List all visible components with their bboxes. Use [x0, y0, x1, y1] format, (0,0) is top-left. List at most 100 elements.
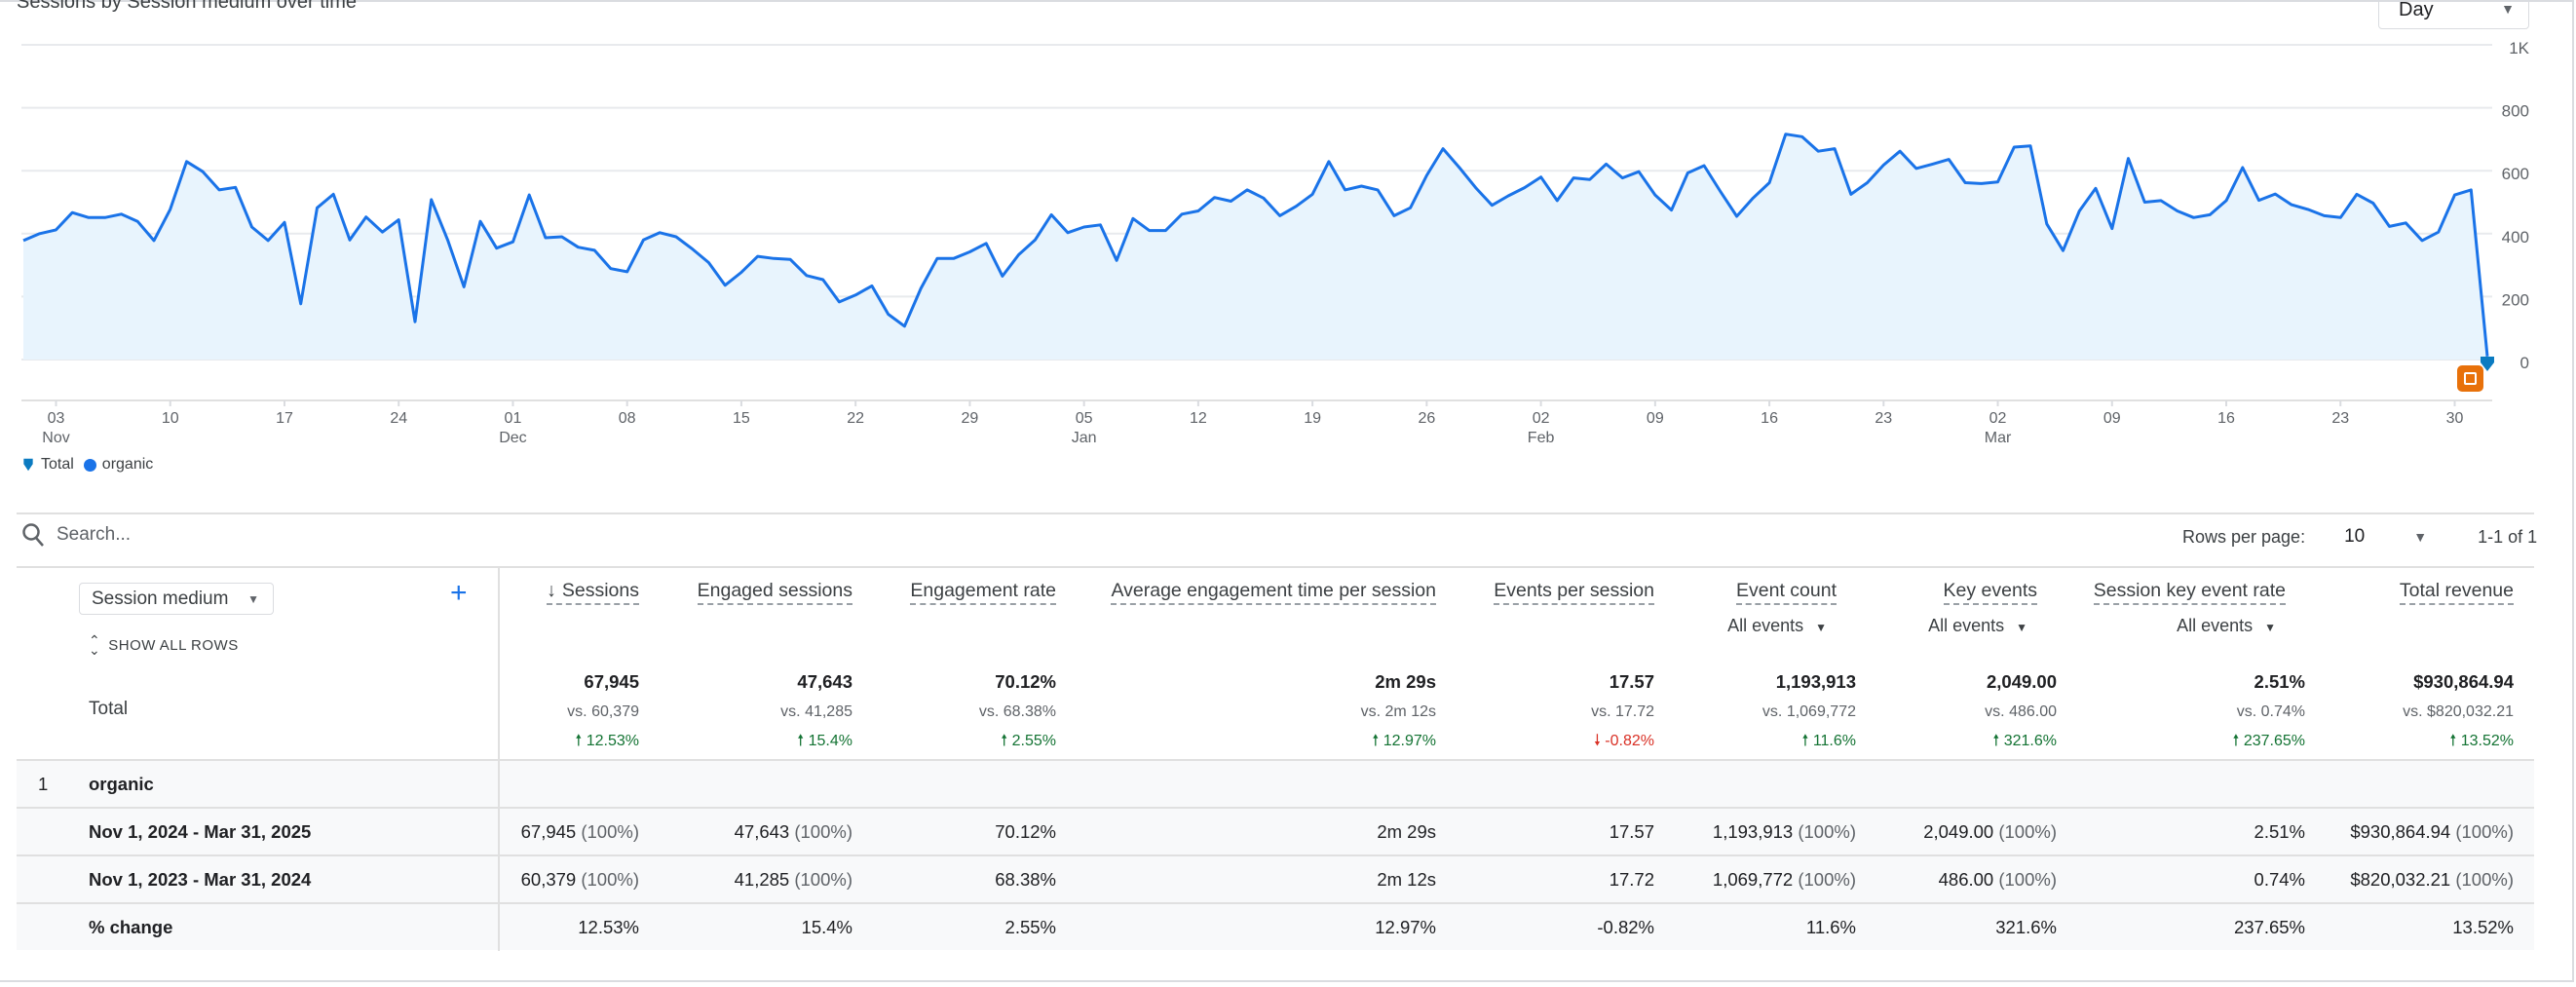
change-value: 🠕 321.6%: [1992, 730, 2057, 756]
change-value: 🠕 2.55%: [1001, 730, 1056, 756]
total-value: 2,049.00: [1986, 671, 2057, 692]
change-percent: 321.6%: [2003, 733, 2057, 749]
column-header[interactable]: Event count: [1736, 580, 1837, 605]
x-tick-label: 17: [276, 410, 293, 427]
x-tick-label: 02: [1989, 410, 2007, 427]
cell-value: -0.82%: [1597, 917, 1654, 937]
chevron-down-icon: ▼: [1815, 621, 1827, 634]
x-tick-month-label: Dec: [499, 430, 526, 446]
comparison-value: vs. 41,285: [780, 703, 852, 720]
x-tick-label: 01: [505, 410, 522, 427]
event-filter-dropdown[interactable]: All events ▼: [1727, 616, 1827, 636]
show-all-rows-button[interactable]: ⌃ ⌄ SHOW ALL ROWS: [89, 632, 239, 658]
total-label: Total: [89, 699, 129, 719]
cell-value: 68.38%: [995, 869, 1056, 890]
granularity-dropdown[interactable]: Day ▼: [2378, 0, 2529, 29]
column-header-label: Engagement rate: [910, 580, 1056, 601]
table-cell: 17.72: [1610, 869, 1654, 891]
data-table: Session medium ▼ + ⌃ ⌄ SHOW ALL ROWS Tota…: [17, 567, 2534, 951]
dimension-value: Session medium: [92, 588, 229, 609]
x-tick-label: 09: [1647, 410, 1664, 427]
chevron-down-icon: ▼: [2264, 621, 2276, 634]
dimension-dropdown[interactable]: Session medium ▼: [79, 583, 274, 615]
table-cell: 15.4%: [802, 917, 852, 938]
table-cell: 60,379 (100%): [521, 869, 639, 891]
cell-share: (100%): [1998, 869, 2057, 890]
arrow-up-icon: 🠕: [2232, 733, 2240, 749]
column-header-label: Event count: [1736, 580, 1837, 601]
cell-value: 486.00: [1938, 869, 1994, 890]
column-header[interactable]: Session key event rate: [2093, 580, 2286, 605]
total-value: 67,945: [584, 671, 639, 692]
chevron-down-icon: ▼: [2501, 1, 2515, 17]
x-tick-month-label: Nov: [42, 430, 69, 446]
legend-item-total[interactable]: Total: [21, 456, 74, 474]
rows-per-page-select[interactable]: 10: [2344, 526, 2366, 547]
add-dimension-button[interactable]: +: [450, 577, 468, 609]
cell-share: (100%): [2455, 821, 2514, 842]
legend-item-organic[interactable]: organic: [83, 456, 153, 474]
table-cell: $820,032.21 (100%): [2350, 869, 2514, 891]
sort-arrow-down-icon[interactable]: ↓: [547, 580, 556, 601]
column-header[interactable]: Engagement rate: [910, 580, 1056, 605]
rows-per-page-label: Rows per page:: [2182, 526, 2306, 547]
table-row-group[interactable]: 1 organic: [17, 759, 2534, 807]
column-header-label: Average engagement time per session: [1111, 580, 1436, 601]
cell-value: 1,193,913: [1712, 821, 1794, 842]
annotation-icon[interactable]: [2457, 365, 2483, 392]
cell-value: 60,379: [520, 869, 577, 890]
y-tick-label: 600: [2502, 165, 2529, 183]
sessions-line-chart: 0 200 400 600 800 1K 03 Nov 10 17 24 01 Dec 08 15 22 29 0…: [21, 39, 2530, 446]
expand-icon: ⌃ ⌄: [89, 632, 101, 658]
column-header[interactable]: Key events: [1943, 580, 2037, 605]
cell-value: 67,945: [520, 821, 577, 842]
y-tick-label: 400: [2502, 228, 2529, 247]
column-header[interactable]: ↓ Sessions: [547, 580, 639, 605]
x-tick-label: 24: [390, 410, 407, 427]
cell-value: 2m 12s: [1377, 869, 1436, 890]
table-row: % change 12.53% 15.4% 2.55% 12.97% -0.82% 11.6…: [17, 902, 2534, 950]
cell-value: 17.72: [1609, 869, 1654, 890]
search-input[interactable]: Search...: [57, 524, 132, 545]
row-label: % change: [89, 917, 173, 937]
cell-share: (100%): [1798, 869, 1856, 890]
pagination: Rows per page: 10 ▼ 1-1 of 1: [2182, 526, 2537, 548]
cell-value: 2m 29s: [1377, 821, 1436, 842]
total-value: 17.57: [1609, 671, 1654, 692]
chevron-down-icon: ▼: [2016, 621, 2027, 634]
y-tick-label: 200: [2502, 290, 2529, 309]
table-cell: 12.97%: [1375, 917, 1436, 938]
y-tick-label: 0: [2520, 354, 2529, 372]
x-tick-label: 23: [1875, 410, 1892, 427]
column-header[interactable]: Total revenue: [2399, 580, 2514, 605]
table-cell: 68.38%: [995, 869, 1056, 891]
table-cell: 1,069,772 (100%): [1713, 869, 1856, 891]
event-filter-dropdown[interactable]: All events ▼: [1928, 616, 2027, 636]
arrow-down-icon: 🠗: [1593, 733, 1601, 749]
column-header[interactable]: Average engagement time per session: [1111, 580, 1436, 605]
chevron-down-icon[interactable]: ▼: [2413, 529, 2428, 545]
change-value: 🠕 15.4%: [797, 730, 852, 756]
cell-share: (100%): [1998, 821, 2057, 842]
search-box[interactable]: Search...: [21, 522, 131, 548]
series-area-organic: [23, 133, 2487, 360]
event-filter-dropdown[interactable]: All events ▼: [2177, 616, 2276, 636]
x-tick-month-label: Feb: [1528, 430, 1555, 446]
comparison-value: vs. 1,069,772: [1762, 703, 1856, 720]
cell-value: 0.74%: [2254, 869, 2305, 890]
page-range: 1-1 of 1: [2478, 526, 2538, 547]
table-cell: 486.00 (100%): [1939, 869, 2057, 891]
cell-share: (100%): [2455, 869, 2514, 890]
cell-value: 70.12%: [995, 821, 1056, 842]
x-tick-label: 05: [1076, 410, 1093, 427]
cell-value: $930,864.94: [2350, 821, 2451, 842]
column-header[interactable]: Engaged sessions: [697, 580, 852, 605]
total-value: 2.51%: [2254, 671, 2305, 692]
table-cell: 70.12%: [995, 821, 1056, 843]
x-tick-label: 10: [162, 410, 179, 427]
table-row: Nov 1, 2024 - Mar 31, 2025 67,945 (100%) 4…: [17, 807, 2534, 854]
column-header[interactable]: Events per session: [1494, 580, 1654, 605]
event-filter-value: All events: [1928, 616, 2005, 635]
arrow-up-icon: 🠕: [2449, 733, 2457, 749]
change-value: 🠕 12.97%: [1372, 730, 1436, 756]
